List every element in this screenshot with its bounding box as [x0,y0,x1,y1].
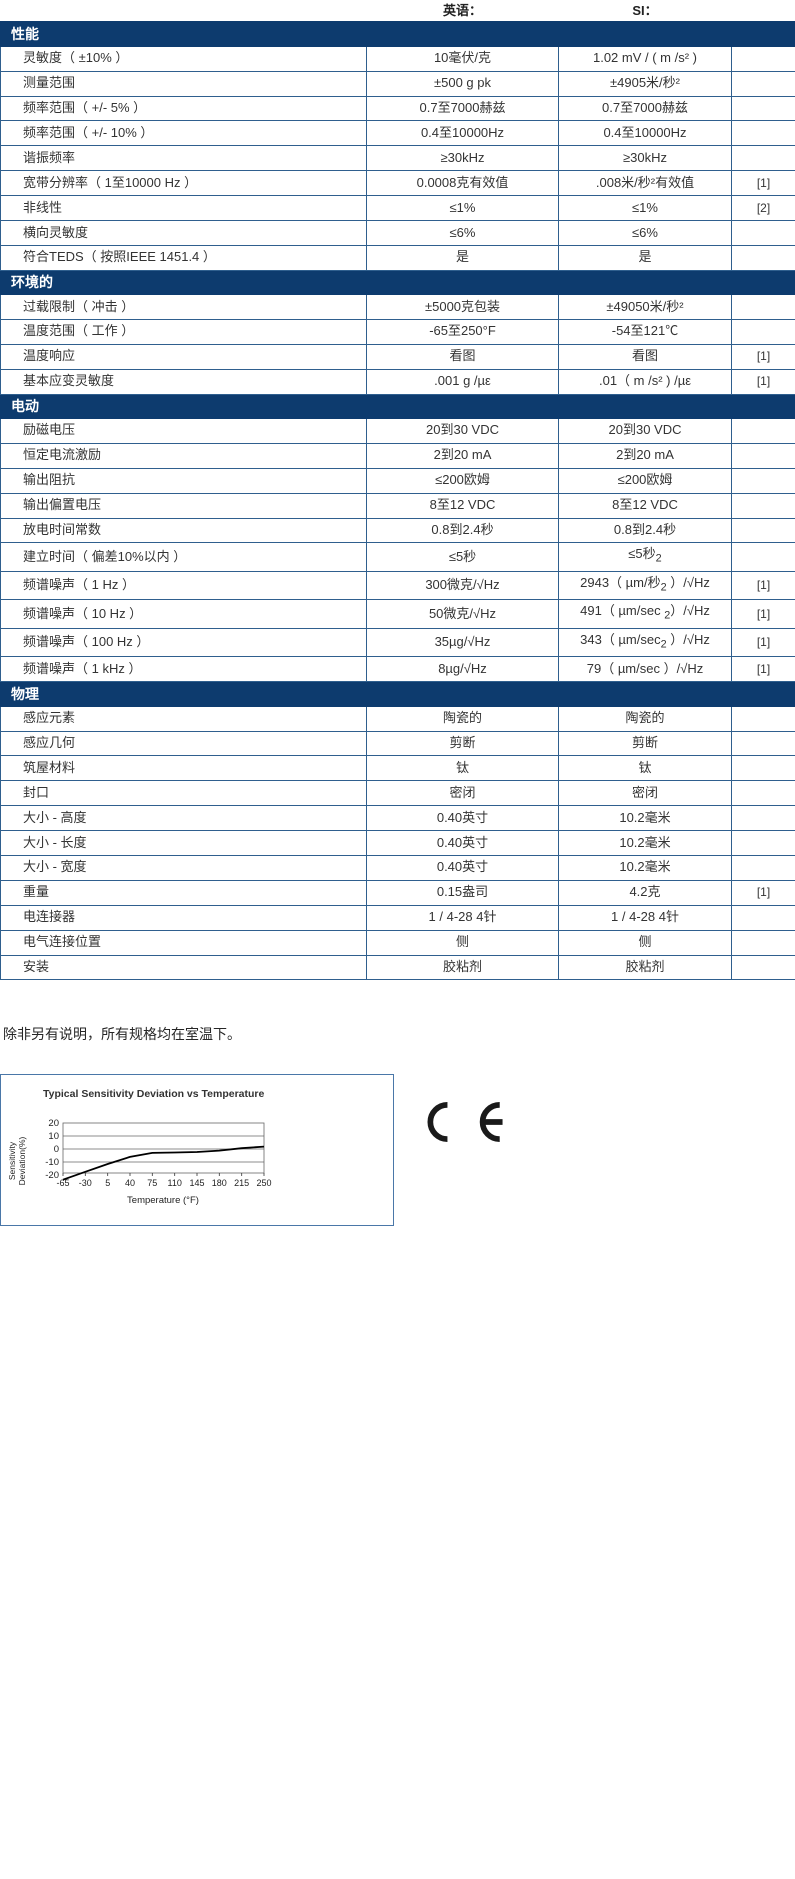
svg-text:40: 40 [125,1178,135,1188]
svg-text:215: 215 [234,1178,249,1188]
svg-text:Sensitivity: Sensitivity [7,1142,17,1181]
svg-text:5: 5 [105,1178,110,1188]
svg-text:145: 145 [189,1178,204,1188]
svg-text:10: 10 [48,1131,59,1142]
svg-text:110: 110 [168,1178,182,1188]
svg-text:Deviation(%): Deviation(%) [17,1137,27,1186]
svg-text:-10: -10 [45,1157,59,1168]
svg-text:Temperature (°F): Temperature (°F) [127,1195,199,1206]
svg-text:0: 0 [54,1144,59,1155]
svg-text:75: 75 [147,1178,157,1188]
svg-text:180: 180 [212,1178,227,1188]
svg-text:250: 250 [256,1178,271,1188]
svg-text:20: 20 [48,1118,59,1129]
svg-text:-30: -30 [79,1178,92,1188]
svg-text:-65: -65 [56,1178,69,1188]
svg-text:Typical Sensitivity Deviation: Typical Sensitivity Deviation vs Tempera… [43,1088,265,1100]
